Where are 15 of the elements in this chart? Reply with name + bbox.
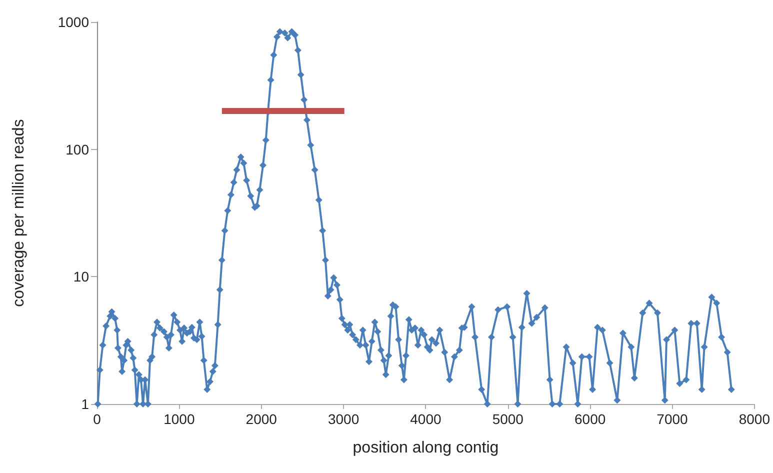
x-tick-label: 3000 bbox=[328, 411, 360, 427]
x-tick-label: 5000 bbox=[492, 411, 524, 427]
x-tick-label: 1000 bbox=[164, 411, 195, 427]
x-axis-title: position along contig bbox=[352, 440, 499, 456]
x-tick-label: 8000 bbox=[738, 411, 770, 427]
x-tick-label: 0 bbox=[93, 411, 102, 427]
x-tick-label: 7000 bbox=[656, 411, 688, 427]
x-tick-label: 4000 bbox=[410, 411, 442, 427]
y-tick-label: 100 bbox=[66, 141, 90, 158]
y-axis-title: coverage per million reads bbox=[10, 119, 28, 307]
x-tick-label: 6000 bbox=[574, 411, 606, 427]
x-tick-label: 2000 bbox=[246, 411, 278, 427]
y-tick-label: 10 bbox=[73, 268, 90, 285]
y-tick-label: 1 bbox=[81, 396, 90, 412]
y-tick-label: 1000 bbox=[58, 14, 90, 30]
